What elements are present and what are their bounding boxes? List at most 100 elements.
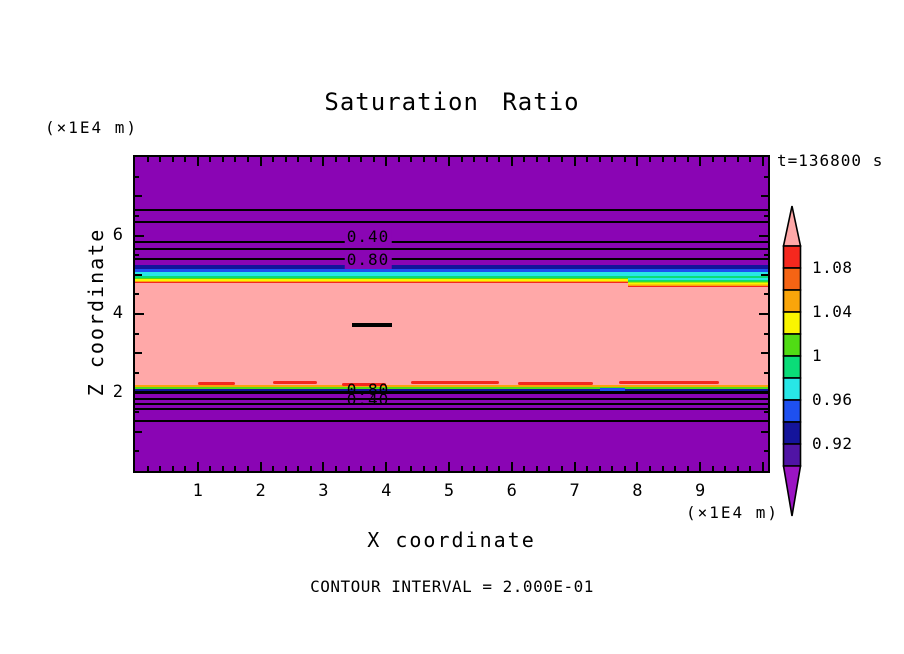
x-tick (548, 466, 551, 471)
field-layer-springgreen (135, 276, 768, 279)
x-tick (460, 466, 463, 471)
x-tick-label: 3 (318, 481, 329, 501)
x-tick (385, 462, 388, 471)
y-tick (761, 352, 768, 355)
x-tick (535, 157, 538, 162)
x-tick (410, 157, 413, 162)
red-streak-contour (518, 382, 594, 386)
x-tick (209, 466, 212, 471)
interface-wedge (627, 277, 768, 287)
x-tick (473, 157, 476, 162)
x-tick (548, 157, 551, 162)
field-layer-pink (135, 283, 768, 386)
x-tick (146, 466, 149, 471)
x-tick (485, 157, 488, 162)
x-tick (171, 157, 174, 162)
x-tick (736, 157, 739, 162)
colorbar-cell-navy (782, 421, 802, 445)
x-tick (661, 466, 664, 471)
red-streak-contour (197, 382, 236, 386)
red-streak-contour (273, 380, 318, 384)
x-tick (360, 466, 363, 471)
x-tick (473, 466, 476, 471)
y-tick (135, 214, 139, 217)
colorbar-label: 1.04 (812, 302, 853, 321)
x-tick (510, 157, 513, 166)
x-tick (674, 466, 677, 471)
y-tick (135, 175, 139, 178)
y-tick (764, 371, 768, 374)
contour-line (135, 240, 768, 243)
y-axis-unit-label: (×1E4 m) (45, 118, 139, 137)
x-tick (385, 157, 388, 166)
x-tick (686, 157, 689, 162)
contour-line (135, 398, 768, 401)
x-tick (259, 462, 262, 471)
x-tick (586, 466, 589, 471)
contour-line (135, 403, 768, 406)
colorbar-cell-orange (782, 289, 802, 313)
contour-label: 0.80 (344, 249, 392, 269)
x-tick (435, 466, 438, 471)
y-tick (761, 273, 768, 276)
y-tick-label: 6 (112, 224, 123, 245)
y-tick (135, 371, 139, 374)
y-tick (135, 391, 144, 394)
x-tick (485, 466, 488, 471)
x-tick (724, 466, 727, 471)
x-tick (561, 466, 564, 471)
y-tick (764, 411, 768, 414)
y-tick (135, 273, 142, 276)
y-tick (764, 214, 768, 217)
colorbar-label: 0.92 (812, 434, 853, 453)
x-tick (322, 462, 325, 471)
y-tick (135, 254, 139, 257)
x-tick (209, 157, 212, 162)
y-tick-label: 4 (112, 303, 123, 323)
colorbar (782, 205, 802, 517)
y-tick (135, 411, 139, 414)
x-tick (334, 466, 337, 471)
x-tick (447, 462, 450, 471)
x-tick (573, 157, 576, 166)
field-layer-yellow (135, 279, 768, 281)
x-tick (347, 157, 350, 162)
x-tick (221, 466, 224, 471)
red-streak-contour (618, 381, 719, 385)
x-tick-label: 6 (506, 481, 517, 501)
x-tick (623, 466, 626, 471)
x-tick (498, 466, 501, 471)
contour-label: 0.40 (344, 227, 392, 247)
colorbar-cell-green (782, 333, 802, 357)
x-tick-label: 7 (569, 481, 580, 501)
x-tick (159, 157, 162, 162)
x-tick (711, 157, 714, 162)
colorbar-cell-springgreen (782, 355, 802, 379)
red-streak-contour (411, 380, 500, 384)
x-tick (661, 157, 664, 162)
x-tick (372, 466, 375, 471)
x-tick (598, 157, 601, 162)
field-layer-blue (135, 269, 768, 273)
y-tick (135, 430, 142, 433)
x-tick-label: 5 (443, 481, 455, 501)
contour-label: 0.40 (346, 389, 390, 409)
x-tick (309, 466, 312, 471)
x-tick (586, 157, 589, 162)
x-tick-label: 9 (695, 481, 706, 501)
x-tick (435, 157, 438, 162)
x-tick (372, 157, 375, 162)
y-tick (135, 450, 139, 453)
x-tick (422, 466, 425, 471)
timestamp-label: t=136800 s (777, 151, 884, 170)
x-tick-label: 1 (192, 481, 203, 501)
x-tick (171, 466, 174, 471)
y-tick (135, 313, 144, 315)
y-tick (759, 313, 768, 315)
x-tick (272, 157, 275, 162)
x-tick-label: 4 (381, 481, 392, 501)
y-tick (764, 293, 768, 296)
colorbar-label: 0.96 (812, 390, 853, 409)
field-layer-green (135, 387, 768, 389)
